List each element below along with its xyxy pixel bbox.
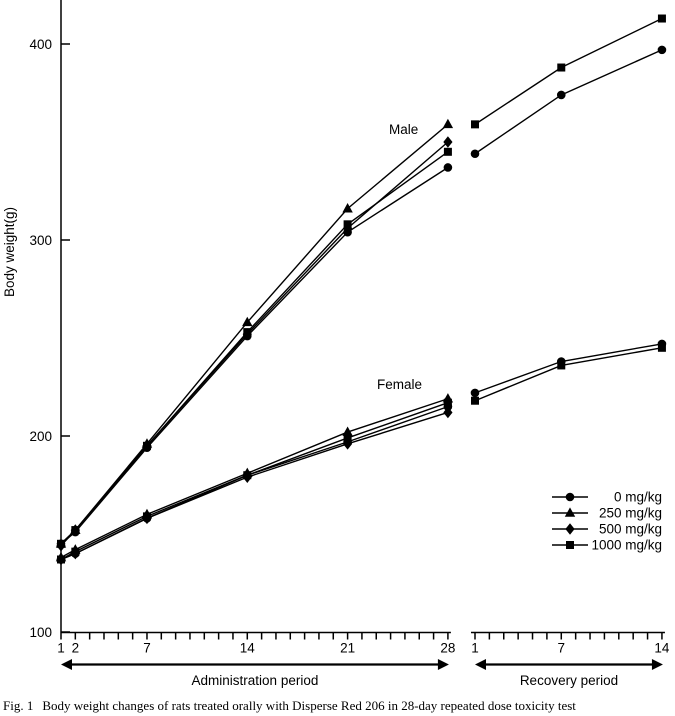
- diamond-marker-icon: [565, 523, 575, 535]
- triangle-marker-icon: [442, 118, 454, 129]
- square-marker-icon: [57, 539, 65, 548]
- data-series: [55, 14, 667, 566]
- x-tick-label: 1: [57, 641, 65, 656]
- series-administration-female-500-mg-kg: [56, 406, 453, 566]
- square-marker-icon: [142, 512, 151, 521]
- legend-item-0-mg-kg: 0 mg/kg: [552, 490, 662, 505]
- y-axis: 100 200 300 400: [29, 0, 70, 640]
- circle-marker-icon: [470, 388, 480, 398]
- legend-label: 500 mg/kg: [599, 522, 662, 537]
- administration-period-label: Administration period: [192, 673, 319, 688]
- circle-marker-icon: [657, 45, 667, 55]
- series-recovery-female-0-mg-kg: [470, 339, 667, 398]
- y-tick-label: 200: [29, 429, 52, 444]
- diamond-marker-icon: [343, 438, 353, 450]
- series-administration-female-1000-mg-kg: [57, 398, 452, 564]
- x-tick-label: 1: [471, 641, 479, 656]
- circle-marker-icon: [565, 492, 575, 502]
- y-tick-label: 400: [29, 37, 52, 52]
- square-marker-icon: [142, 441, 151, 450]
- square-marker-icon: [471, 120, 479, 129]
- group-annotations: Male Female: [377, 122, 422, 392]
- square-marker-icon: [557, 63, 566, 72]
- diamond-marker-icon: [443, 136, 453, 148]
- square-marker-icon: [343, 220, 352, 229]
- female-group-label: Female: [377, 377, 422, 392]
- square-marker-icon: [243, 471, 252, 480]
- male-group-label: Male: [389, 122, 418, 137]
- square-marker-icon: [71, 547, 80, 556]
- y-axis-title: Body weight(g): [2, 207, 17, 297]
- square-marker-icon: [71, 526, 80, 535]
- legend-item-1000-mg-kg: 1000 mg/kg: [552, 538, 662, 553]
- administration-period-arrow: [61, 659, 449, 670]
- caption-text: Body weight changes of rats treated oral…: [42, 698, 576, 713]
- circle-marker-icon: [556, 90, 566, 100]
- arrowhead-left-icon: [475, 659, 486, 670]
- x-tick-label: 14: [654, 641, 670, 656]
- diamond-marker-icon: [443, 406, 453, 419]
- triangle-marker-icon: [342, 203, 353, 213]
- x-tick-label: 21: [340, 641, 355, 656]
- x-tick-label: 14: [240, 641, 256, 656]
- figure-caption: Fig. 1 Body weight changes of rats treate…: [3, 698, 675, 714]
- series-recovery-male-0-mg-kg: [470, 45, 667, 159]
- square-marker-icon: [343, 433, 352, 442]
- y-tick-label: 300: [29, 233, 52, 248]
- arrowhead-left-icon: [61, 659, 72, 670]
- x-tick-label: 2: [72, 641, 80, 656]
- series-recovery-male-1000-mg-kg: [471, 14, 666, 129]
- square-marker-icon: [566, 541, 574, 549]
- square-marker-icon: [443, 398, 452, 407]
- arrowhead-right-icon: [437, 659, 449, 670]
- legend-label: 0 mg/kg: [614, 490, 662, 505]
- figure-number: Fig. 1: [3, 698, 34, 713]
- x-tick-label: 7: [143, 641, 151, 656]
- legend-item-500-mg-kg: 500 mg/kg: [552, 522, 662, 537]
- x-tick-label: 28: [440, 641, 455, 656]
- triangle-marker-icon: [342, 426, 353, 436]
- series-administration-male-1000-mg-kg: [57, 147, 452, 548]
- recovery-period-label: Recovery period: [520, 673, 618, 688]
- legend-item-250-mg-kg: 250 mg/kg: [552, 506, 662, 521]
- square-marker-icon: [57, 555, 65, 564]
- legend-label: 1000 mg/kg: [591, 538, 662, 553]
- square-marker-icon: [471, 396, 479, 405]
- series-administration-male-0-mg-kg: [56, 163, 453, 549]
- x-tick-label: 7: [558, 641, 566, 656]
- series-administration-male-500-mg-kg: [56, 136, 453, 552]
- x-axis-administration: 1 2 7 14 21 28 Administration period: [57, 631, 455, 688]
- series-recovery-female-1000-mg-kg: [471, 343, 666, 405]
- y-tick-label: 100: [29, 625, 52, 640]
- triangle-marker-icon: [242, 316, 253, 327]
- circle-marker-icon: [443, 163, 453, 172]
- circle-marker-icon: [470, 149, 480, 159]
- square-marker-icon: [657, 343, 666, 352]
- square-marker-icon: [557, 361, 566, 370]
- series-administration-female-250-mg-kg: [55, 393, 454, 562]
- recovery-period-arrow: [475, 659, 663, 670]
- square-marker-icon: [657, 14, 666, 23]
- square-marker-icon: [243, 328, 252, 337]
- arrowhead-right-icon: [651, 659, 663, 670]
- x-axis-recovery: 1 7 14 Recovery period: [471, 631, 670, 688]
- triangle-marker-icon: [564, 507, 576, 517]
- legend-label: 250 mg/kg: [599, 506, 662, 521]
- square-marker-icon: [443, 147, 452, 156]
